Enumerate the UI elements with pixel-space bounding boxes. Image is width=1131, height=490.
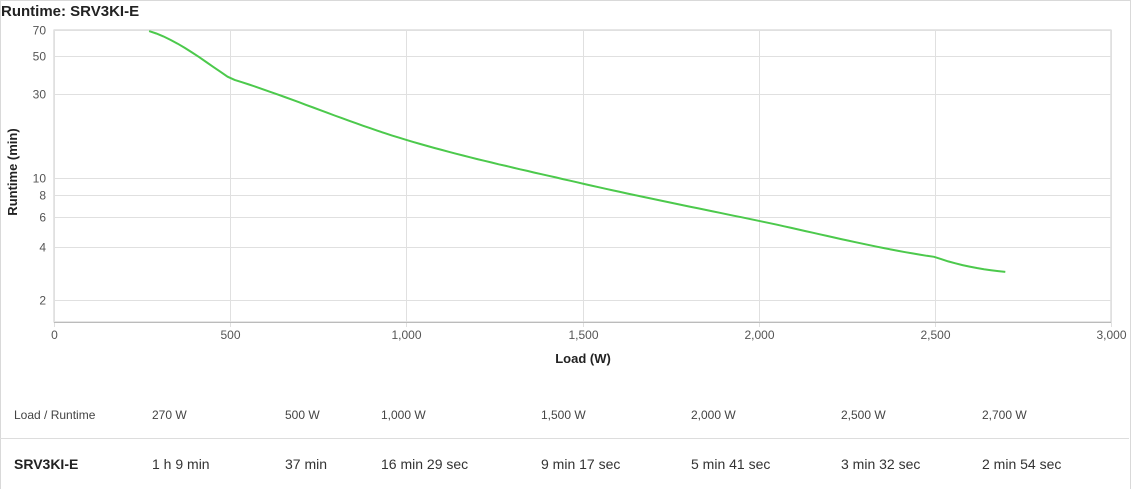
header-load-2700: 2,700 W xyxy=(982,392,1129,439)
y-tick-label: 70 xyxy=(33,24,47,38)
header-load-runtime: Load / Runtime xyxy=(0,392,152,439)
y-tick-label: 4 xyxy=(39,241,46,255)
header-load-1500: 1,500 W xyxy=(541,392,691,439)
header-load-270: 270 W xyxy=(152,392,285,439)
y-tick-label: 30 xyxy=(33,88,47,102)
y-tick-label: 6 xyxy=(39,211,46,225)
tick-labels: 0 500 1,000 1,500 2,000 2,500 3,000 2 4 6 8 10 30 50 7… xyxy=(33,24,1127,343)
x-axis-title: Load (W) xyxy=(555,351,611,366)
x-tick-label: 0 xyxy=(51,328,58,342)
y-tick-label: 50 xyxy=(33,50,47,64)
y-axis-title: Runtime (min) xyxy=(5,128,20,215)
runtime-table: Load / Runtime 270 W 500 W 1,000 W 1,500… xyxy=(0,392,1129,489)
chart-title: Runtime: SRV3KI-E xyxy=(1,3,140,20)
runtime-cell: 3 min 32 sec xyxy=(841,456,921,472)
header-load-500: 500 W xyxy=(285,392,381,439)
runtime-cell: 5 min 41 sec xyxy=(691,456,771,472)
table-header-row: Load / Runtime 270 W 500 W 1,000 W 1,500… xyxy=(0,392,1129,439)
x-tick-label: 3,000 xyxy=(1096,328,1126,342)
x-tick-label: 1,500 xyxy=(568,328,598,342)
runtime-cell: 2 min 54 sec xyxy=(982,456,1062,472)
x-tick-label: 2,500 xyxy=(920,328,950,342)
header-load-2000: 2,000 W xyxy=(691,392,841,439)
runtime-cell: 9 min 17 sec xyxy=(541,456,621,472)
table-row: SRV3KI-E 1 h 9 min 37 min 16 min 29 sec … xyxy=(0,439,1129,490)
header-load-1000: 1,000 W xyxy=(381,392,541,439)
x-tick-label: 2,000 xyxy=(744,328,774,342)
grid-lines xyxy=(53,29,1112,327)
x-tick-label: 500 xyxy=(220,328,240,342)
runtime-cell: 16 min 29 sec xyxy=(381,456,469,472)
y-tick-label: 10 xyxy=(33,172,47,186)
runtime-cell: 37 min xyxy=(285,456,328,472)
x-tick-label: 1,000 xyxy=(391,328,421,342)
y-tick-label: 2 xyxy=(39,294,46,308)
runtime-chart: 0 500 1,000 1,500 2,000 2,500 3,000 2 4 6 8 10 30 50 7… xyxy=(5,24,1127,367)
series-line xyxy=(148,30,1006,273)
model-name: SRV3KI-E xyxy=(14,456,79,472)
header-load-2500: 2,500 W xyxy=(841,392,982,439)
runtime-cell: 1 h 9 min xyxy=(152,456,210,472)
plot-area xyxy=(53,29,1112,323)
y-tick-label: 8 xyxy=(39,189,46,203)
